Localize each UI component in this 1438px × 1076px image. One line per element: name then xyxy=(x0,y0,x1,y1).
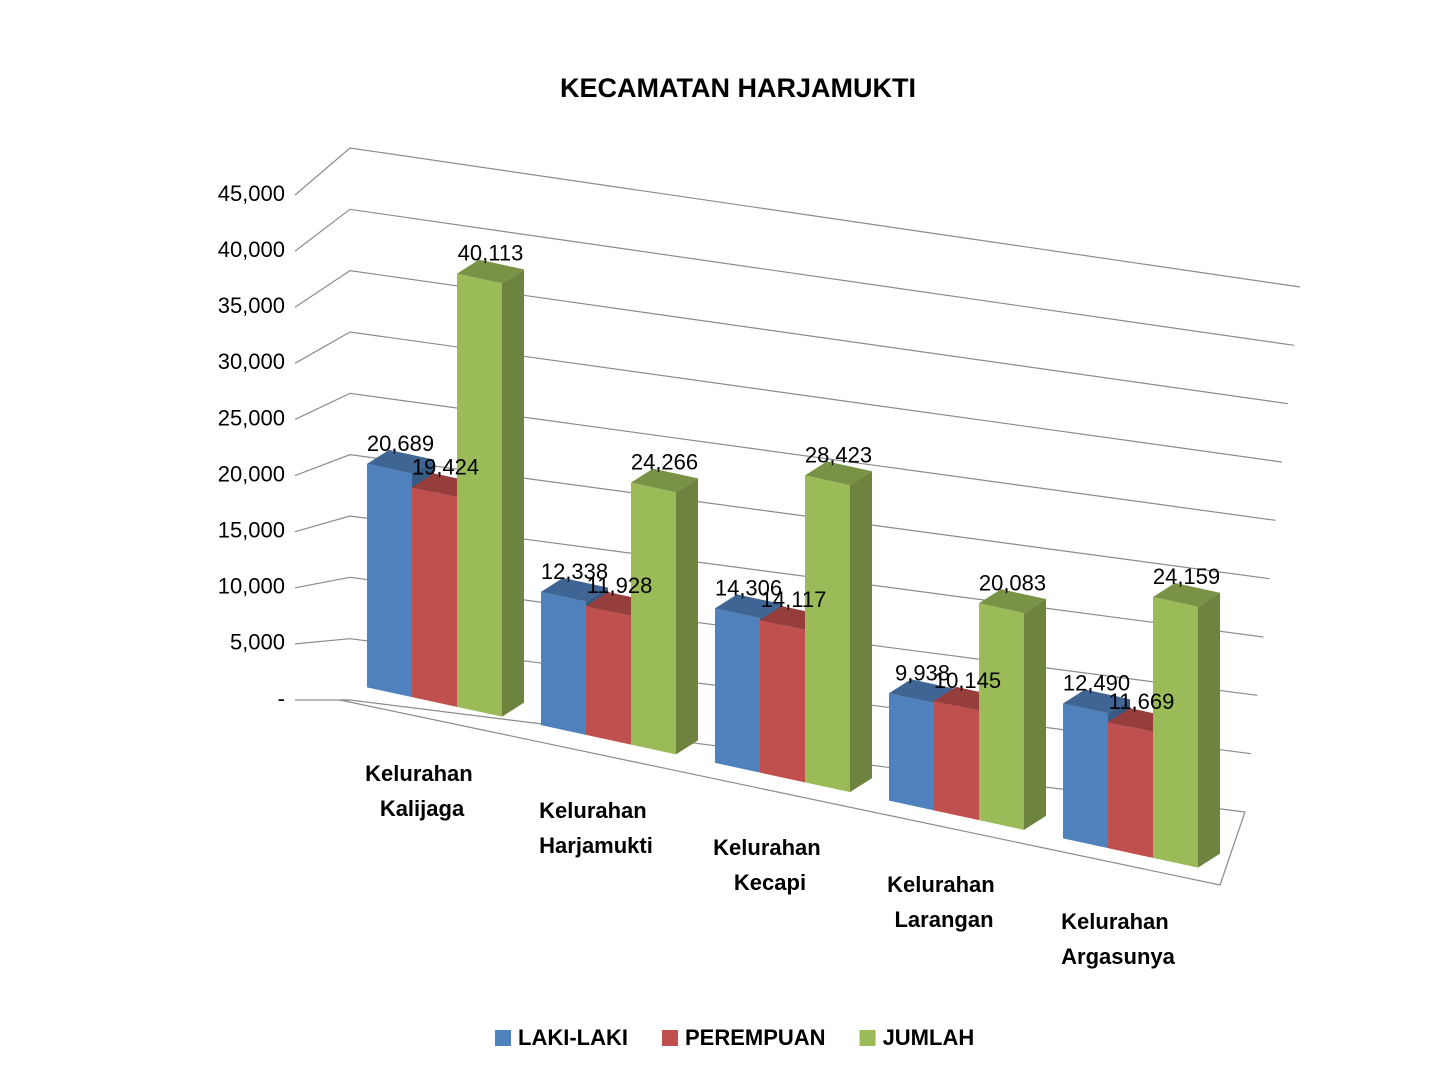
x-tick-label: Kelurahan Harjamukti xyxy=(539,798,653,858)
bar-front xyxy=(979,603,1024,830)
bar-side xyxy=(1198,592,1220,868)
y-tick-label: 35,000 xyxy=(218,293,285,318)
value-label: 40,113 xyxy=(458,241,524,266)
value-label: 10,145 xyxy=(934,668,1001,693)
bar-front xyxy=(1063,703,1108,849)
bar-front xyxy=(367,463,412,698)
legend-label: PEREMPUAN xyxy=(685,1025,826,1050)
grid-line xyxy=(294,454,1270,580)
y-tick-label: 10,000 xyxy=(218,574,285,599)
x-tick-label: Kelurahan Argasunya xyxy=(1061,909,1175,969)
x-tick-label-line: Kalijaga xyxy=(380,796,465,821)
grid-line xyxy=(294,270,1288,405)
bar-top xyxy=(805,461,872,486)
bar-top xyxy=(889,679,956,704)
bar-top xyxy=(715,594,782,619)
value-label: 12,338 xyxy=(541,559,608,584)
x-tick-label-line: Kelurahan xyxy=(713,835,827,860)
x-tick-label-line: Kelurahan xyxy=(539,798,653,823)
bar-top xyxy=(1063,689,1130,714)
bar-front xyxy=(541,591,586,735)
value-label: 9,938 xyxy=(895,660,950,685)
bar-side xyxy=(676,478,698,755)
value-label: 11,669 xyxy=(1109,689,1175,714)
value-label: 19,424 xyxy=(412,454,479,479)
value-label: 24,266 xyxy=(631,450,698,475)
grid-line xyxy=(294,576,1258,696)
grid-line xyxy=(294,515,1264,638)
legend-label: JUMLAH xyxy=(883,1025,975,1050)
x-tick-label-line: Harjamukti xyxy=(539,833,653,858)
y-tick-label: 25,000 xyxy=(218,405,285,430)
x-tick-label-line: Kelurahan xyxy=(365,761,479,786)
bar-side xyxy=(1024,599,1046,830)
bar-side xyxy=(502,269,524,717)
y-tick-label: - xyxy=(278,686,285,711)
value-label: 24,159 xyxy=(1153,564,1220,589)
x-tick-label-line: Kelurahan xyxy=(887,872,1001,897)
bar xyxy=(631,468,698,755)
value-label: 11,928 xyxy=(587,573,653,598)
x-tick-label: Kelurahan Kalijaga xyxy=(365,761,479,821)
bar-top xyxy=(979,589,1046,614)
y-tick-label: 5,000 xyxy=(230,630,285,655)
legend-swatch xyxy=(859,1030,876,1046)
bar-front xyxy=(457,273,502,717)
bar xyxy=(805,461,872,793)
bar-top xyxy=(541,577,608,602)
bar xyxy=(1153,582,1220,868)
bar-side xyxy=(850,471,872,793)
x-tick-label-line: Kecapi xyxy=(734,870,806,895)
value-label: 14,306 xyxy=(715,575,782,600)
bar-top xyxy=(457,259,524,284)
value-label: 20,083 xyxy=(979,570,1046,595)
y-tick-label: 15,000 xyxy=(218,517,285,542)
bar-front xyxy=(934,700,979,821)
value-label: 28,423 xyxy=(805,443,872,468)
legend-swatch xyxy=(495,1030,511,1046)
bar-front xyxy=(715,608,760,773)
value-label: 14,117 xyxy=(761,587,827,612)
bar-front xyxy=(805,475,850,793)
bar-front xyxy=(631,482,676,755)
bar-front xyxy=(1153,596,1198,868)
y-tick-label: 40,000 xyxy=(218,237,285,262)
bar-top xyxy=(631,468,698,493)
chart-title: KECAMATAN HARJAMUKTI xyxy=(560,73,916,103)
bar-front xyxy=(889,693,934,811)
grid-line xyxy=(294,147,1301,288)
bar-front xyxy=(586,606,631,745)
bar-top xyxy=(1153,582,1220,607)
grid-line xyxy=(294,392,1276,521)
x-tick-label: Kelurahan Kecapi xyxy=(713,835,827,895)
y-tick-label: 20,000 xyxy=(218,461,285,486)
y-tick-label: 45,000 xyxy=(218,181,285,206)
bar-front xyxy=(412,487,457,707)
bar xyxy=(457,259,524,717)
x-tick-label-line: Kelurahan xyxy=(1061,909,1175,934)
bar-front xyxy=(1108,722,1153,858)
bar xyxy=(979,589,1046,830)
bar-front xyxy=(760,620,805,783)
x-tick-label-line: Larangan xyxy=(894,907,993,932)
value-label: 12,490 xyxy=(1063,671,1130,696)
bar-top xyxy=(367,449,434,474)
grid-line xyxy=(294,331,1282,463)
legend-swatch xyxy=(661,1030,678,1046)
x-tick-label-line: Argasunya xyxy=(1061,944,1175,969)
grid-line xyxy=(294,208,1294,346)
y-tick-label: 30,000 xyxy=(218,349,285,374)
value-label: 20,689 xyxy=(367,431,434,456)
legend-label: LAKI-LAKI xyxy=(518,1025,628,1050)
x-tick-label: Kelurahan Larangan xyxy=(887,872,1001,932)
floor-edge xyxy=(339,699,1246,886)
